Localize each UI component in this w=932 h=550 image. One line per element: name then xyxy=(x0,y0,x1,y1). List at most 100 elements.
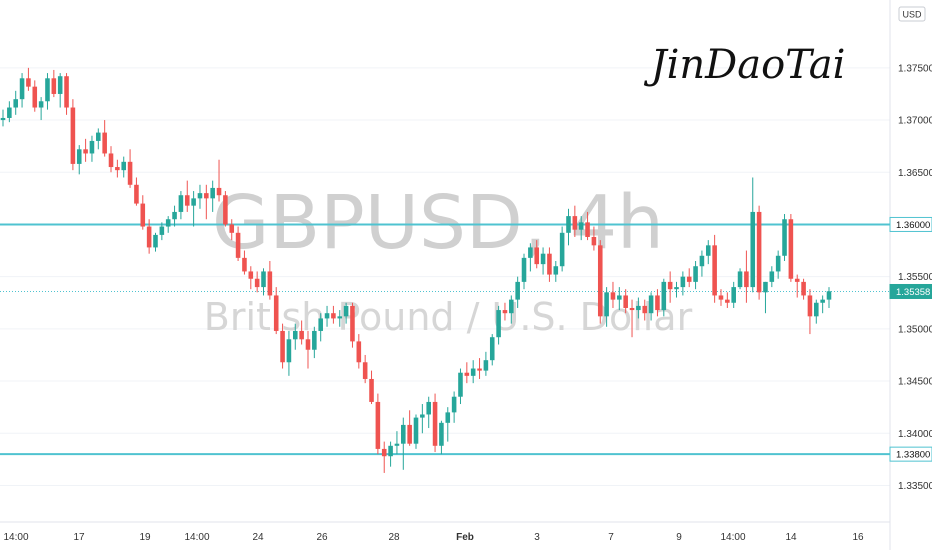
author-signature: JinDaoTai xyxy=(644,42,846,88)
candle-body xyxy=(32,86,38,108)
candle xyxy=(96,128,101,150)
candle-body xyxy=(502,310,508,314)
candle xyxy=(502,302,508,321)
y-tick-label: 1.36000 xyxy=(896,220,930,231)
candle-body xyxy=(426,401,431,415)
candle xyxy=(312,326,317,359)
current-price-tag xyxy=(889,283,932,299)
time-axis[interactable]: 14:00 17 19 14:00 24 26 28 Feb 3 7 9 14:00 14 16 xyxy=(3,532,864,543)
candle-body xyxy=(788,219,794,279)
candle-body xyxy=(769,271,775,282)
candle xyxy=(585,211,590,241)
candle xyxy=(261,268,266,296)
candle xyxy=(604,287,609,327)
candle-body xyxy=(121,161,127,171)
candle xyxy=(699,250,705,277)
candle xyxy=(534,240,540,269)
candle-body xyxy=(235,232,241,258)
candle xyxy=(248,266,254,290)
candle-body xyxy=(261,271,266,288)
candle-body xyxy=(127,161,133,185)
candle xyxy=(0,109,6,127)
candle xyxy=(432,393,438,453)
candle-body xyxy=(324,313,330,319)
candle xyxy=(13,90,18,115)
candle-body xyxy=(559,232,565,267)
candle xyxy=(731,281,736,308)
x-tick-label: 24 xyxy=(252,532,264,543)
candle xyxy=(165,216,171,233)
candle xyxy=(108,146,114,173)
candle xyxy=(572,205,578,237)
horizontal-levels[interactable] xyxy=(0,223,890,456)
candle-body xyxy=(636,305,641,311)
candle xyxy=(140,195,146,230)
candle-body xyxy=(445,412,451,423)
candle-body xyxy=(547,253,552,275)
candle-body xyxy=(674,287,679,290)
candle-body xyxy=(578,222,584,230)
candle-body xyxy=(420,414,425,418)
candle xyxy=(388,441,393,467)
candle xyxy=(292,323,298,350)
candle-body xyxy=(153,234,158,248)
candle-body xyxy=(102,132,107,154)
candles xyxy=(0,67,832,473)
candle-body xyxy=(407,424,412,444)
y-tick-label: 1.33800 xyxy=(896,450,930,461)
candle-body xyxy=(362,362,368,379)
candle-body xyxy=(331,313,336,319)
candle xyxy=(267,261,273,300)
candle-body xyxy=(19,78,25,100)
candle-body xyxy=(470,368,476,376)
chart-grid xyxy=(0,67,890,486)
candle xyxy=(57,73,63,108)
candle-body xyxy=(604,292,609,317)
candle xyxy=(32,80,38,112)
candle xyxy=(216,159,222,202)
x-tick-label: 28 xyxy=(388,532,400,543)
candle-body xyxy=(737,271,743,288)
x-tick-label: Feb xyxy=(456,532,474,543)
candle-body xyxy=(521,257,527,282)
candle xyxy=(642,299,648,321)
candle xyxy=(578,216,584,241)
candle-body xyxy=(731,287,736,303)
x-tick-label: 19 xyxy=(139,532,151,543)
candle-body xyxy=(57,76,63,94)
candle-body xyxy=(775,255,781,272)
currency-badge[interactable]: USD xyxy=(898,6,926,22)
candle xyxy=(547,247,552,282)
candle xyxy=(820,295,825,314)
candle xyxy=(521,253,527,290)
candle xyxy=(286,330,292,376)
candle-body xyxy=(553,266,559,275)
candle-body xyxy=(591,236,597,246)
candle-body xyxy=(146,226,152,248)
candle-body xyxy=(794,278,800,282)
watermark-symbol: GBPUSD, 4h xyxy=(212,180,664,266)
candle-body xyxy=(782,219,787,256)
candle xyxy=(407,410,412,446)
candle xyxy=(299,320,304,345)
candle-body xyxy=(515,281,520,300)
price-axis[interactable]: 1.37500 1.37000 1.36500 1.36000 1.35500 1.353… xyxy=(889,63,932,492)
candle-body xyxy=(725,299,730,303)
candle-body xyxy=(159,226,165,235)
candle-body xyxy=(617,295,622,300)
candle xyxy=(191,191,196,227)
candle-body xyxy=(610,292,616,300)
x-tick-label: 14 xyxy=(785,532,797,543)
candle xyxy=(661,278,667,317)
y-tick-label: 1.35500 xyxy=(898,272,932,283)
candle-body xyxy=(381,448,387,457)
candle-body xyxy=(286,339,292,363)
candle-body xyxy=(343,305,349,317)
candle-body xyxy=(280,330,285,363)
candle xyxy=(636,297,641,319)
x-tick-label: 9 xyxy=(676,532,682,543)
candle xyxy=(763,281,768,314)
candle-body xyxy=(254,278,260,288)
candle xyxy=(229,219,235,241)
